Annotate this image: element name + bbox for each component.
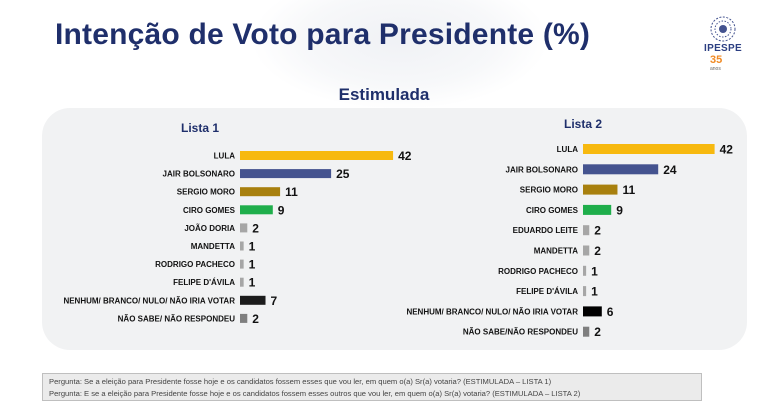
value-label: 11 xyxy=(285,185,298,199)
category-label: MANDETTA xyxy=(534,247,579,256)
category-label: LULA xyxy=(214,152,236,161)
value-label: 2 xyxy=(252,312,259,326)
category-label: FELIPE D'ÁVILA xyxy=(173,278,235,287)
value-label: 1 xyxy=(249,258,256,272)
value-label: 9 xyxy=(616,203,623,217)
bar xyxy=(583,286,587,297)
bar xyxy=(583,184,618,195)
page-title: Intenção de Voto para Presidente (%) xyxy=(55,18,591,51)
background-decoration xyxy=(250,0,550,110)
bar xyxy=(240,169,332,179)
bar xyxy=(240,223,248,233)
list-1-title: Lista 1 xyxy=(181,121,220,135)
bar xyxy=(240,259,244,269)
value-label: 24 xyxy=(663,163,677,177)
category-label: JOÃO DORIA xyxy=(184,224,235,233)
category-label: RODRIGO PACHECO xyxy=(498,267,578,276)
bar xyxy=(240,205,273,215)
bar xyxy=(583,144,715,154)
value-label: 2 xyxy=(252,221,259,235)
value-label: 7 xyxy=(271,294,278,308)
category-label: NÃO SABE/NÃO RESPONDEU xyxy=(463,328,578,337)
value-label: 9 xyxy=(278,203,285,217)
question-footnote: Pergunta: Se a eleição para Presidente f… xyxy=(42,373,702,401)
value-label: 25 xyxy=(336,167,350,181)
list-2-title: Lista 2 xyxy=(564,117,603,131)
value-label: 1 xyxy=(249,276,256,290)
value-label: 1 xyxy=(591,264,598,278)
category-label: RODRIGO PACHECO xyxy=(155,260,235,269)
logo-text: IPESPE xyxy=(704,43,742,54)
category-label: CIRO GOMES xyxy=(183,206,236,215)
category-label: NENHUM/ BRANCO/ NULO/ NÃO IRIA VOTAR xyxy=(406,307,578,316)
bar xyxy=(583,326,590,337)
bar xyxy=(583,245,590,256)
ipespe-logo: IPESPE 35 anos xyxy=(701,14,745,72)
category-label: LULA xyxy=(557,145,579,154)
bar xyxy=(583,204,612,215)
bar xyxy=(583,164,659,175)
value-label: 11 xyxy=(622,183,635,197)
logo-years: 35 xyxy=(710,54,723,66)
category-label: NÃO SABE/ NÃO RESPONDEU xyxy=(118,314,236,323)
logo-years-label: anos xyxy=(710,66,721,72)
chart-subtitle: Estimulada xyxy=(338,85,430,104)
value-label: 42 xyxy=(720,143,734,157)
footnote-line-2: Pergunta: E se a eleição para Presidente… xyxy=(49,389,581,398)
value-label: 2 xyxy=(594,244,601,258)
bar xyxy=(240,151,394,160)
bar xyxy=(583,225,590,236)
value-label: 1 xyxy=(249,240,256,254)
value-label: 2 xyxy=(594,325,601,339)
category-label: FELIPE D'ÁVILA xyxy=(516,287,578,296)
category-label: MANDETTA xyxy=(191,242,236,251)
category-label: SERGIO MORO xyxy=(520,186,578,195)
category-label: SERGIO MORO xyxy=(177,188,235,197)
bar xyxy=(583,306,602,317)
value-label: 1 xyxy=(591,285,598,299)
bar xyxy=(240,187,281,197)
bar xyxy=(240,241,244,251)
bar xyxy=(240,313,248,323)
bar xyxy=(583,265,587,276)
category-label: CIRO GOMES xyxy=(526,206,579,215)
bar xyxy=(240,295,266,305)
value-label: 6 xyxy=(607,305,614,319)
bar xyxy=(240,277,244,287)
category-label: EDUARDO LEITE xyxy=(513,226,579,235)
category-label: JAIR BOLSONARO xyxy=(163,170,235,179)
footnote-line-1: Pergunta: Se a eleição para Presidente f… xyxy=(49,377,552,386)
logo-circles-icon xyxy=(710,16,736,42)
value-label: 42 xyxy=(398,149,412,163)
category-label: JAIR BOLSONARO xyxy=(506,165,578,174)
category-label: NENHUM/ BRANCO/ NULO/ NÃO IRIA VOTAR xyxy=(63,296,235,305)
value-label: 2 xyxy=(594,224,601,238)
